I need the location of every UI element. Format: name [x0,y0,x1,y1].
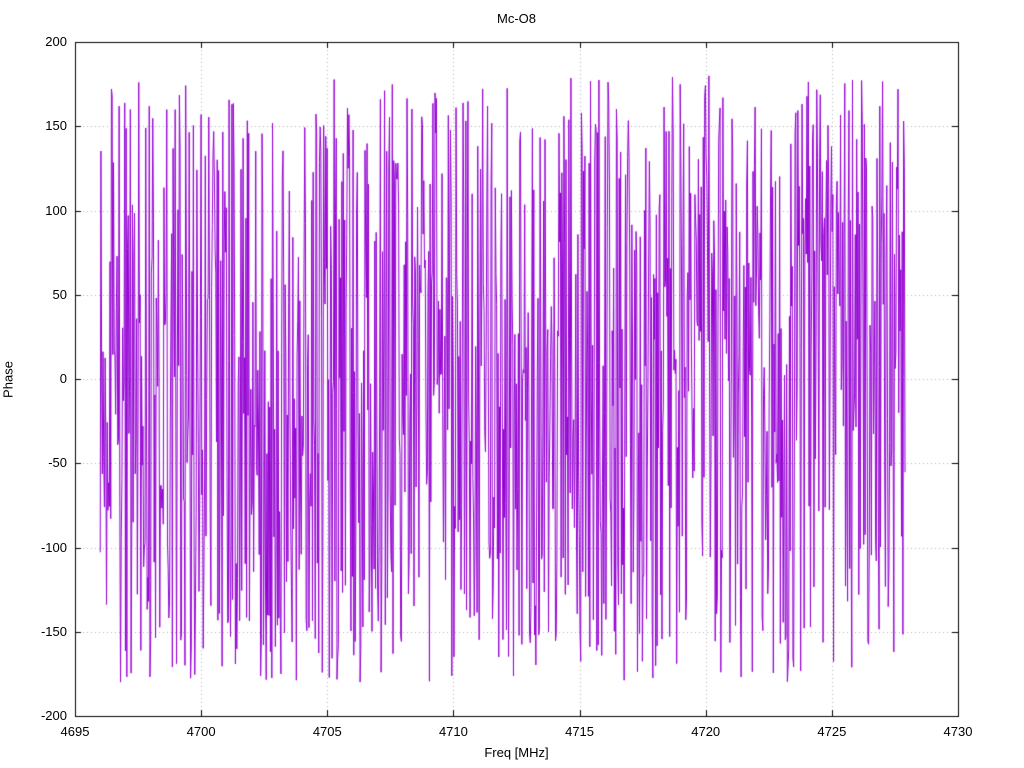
x-tick-label: 4705 [312,724,342,739]
x-tick-label: 4715 [565,724,595,739]
x-tick-label: 4720 [691,724,721,739]
y-tick-label: -200 [40,708,67,723]
x-tick-label: 4710 [438,724,468,739]
x-tick-label: 4730 [943,724,973,739]
y-tick-label: 100 [45,202,67,218]
y-tick-label: 0 [59,371,67,386]
y-axis-label: Phase [0,361,16,398]
x-axis-label: Freq [MHz] [484,745,549,760]
y-tick-label: 50 [52,286,67,302]
y-tick-label: -150 [40,623,67,639]
y-tick-label: -100 [40,539,67,555]
x-tick-label: 4725 [817,724,847,739]
y-tick-label: -50 [48,455,67,471]
x-tick-label: 4695 [60,724,90,739]
chart-title: Mc-O8 [497,11,536,26]
x-tick-label: 4700 [186,724,216,739]
y-tick-label: 150 [45,118,67,134]
y-tick-label: 200 [45,34,67,49]
